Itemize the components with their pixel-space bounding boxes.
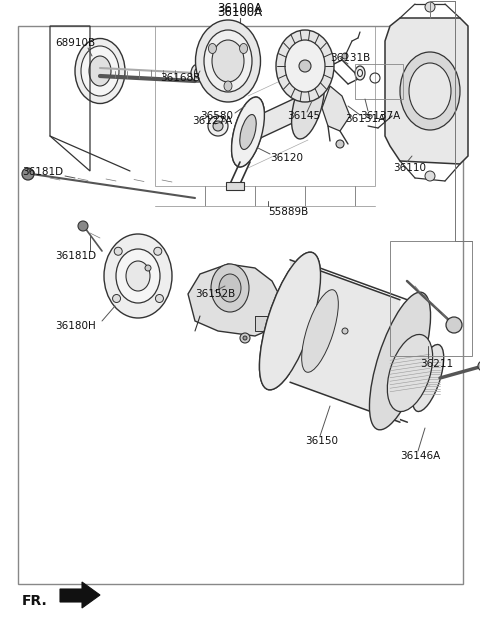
Ellipse shape — [387, 334, 432, 411]
Text: 36131B: 36131B — [330, 53, 370, 63]
Ellipse shape — [240, 43, 248, 53]
Text: 36211: 36211 — [420, 359, 453, 369]
Text: FR.: FR. — [22, 594, 48, 608]
Text: 36120: 36120 — [270, 153, 303, 163]
Ellipse shape — [240, 115, 256, 150]
Text: 36100A: 36100A — [217, 6, 263, 19]
Polygon shape — [322, 86, 350, 131]
Ellipse shape — [195, 20, 261, 102]
Text: 68910B: 68910B — [55, 38, 95, 48]
Circle shape — [145, 265, 151, 271]
Ellipse shape — [358, 69, 362, 76]
Circle shape — [425, 171, 435, 181]
Text: 36150: 36150 — [305, 436, 338, 446]
Polygon shape — [188, 264, 285, 336]
Circle shape — [336, 140, 344, 148]
Text: 36146A: 36146A — [400, 451, 440, 461]
Circle shape — [78, 221, 88, 231]
Text: 36100A: 36100A — [217, 3, 263, 16]
Ellipse shape — [260, 252, 321, 390]
Ellipse shape — [75, 39, 125, 103]
Ellipse shape — [204, 30, 252, 92]
Ellipse shape — [211, 264, 249, 312]
Polygon shape — [290, 260, 400, 422]
Ellipse shape — [260, 252, 321, 390]
Ellipse shape — [276, 30, 334, 102]
Ellipse shape — [370, 292, 431, 430]
Circle shape — [342, 53, 348, 59]
Ellipse shape — [231, 97, 264, 167]
Circle shape — [243, 336, 247, 340]
Text: 36181D: 36181D — [55, 251, 96, 261]
Circle shape — [213, 121, 223, 131]
Ellipse shape — [285, 40, 325, 92]
Ellipse shape — [409, 63, 451, 119]
Polygon shape — [60, 582, 100, 608]
Ellipse shape — [412, 344, 444, 411]
Polygon shape — [244, 91, 312, 145]
Ellipse shape — [212, 40, 244, 82]
Text: 36168B: 36168B — [160, 73, 200, 83]
Polygon shape — [385, 18, 468, 164]
Circle shape — [240, 333, 250, 343]
Circle shape — [112, 294, 120, 302]
Ellipse shape — [219, 274, 241, 302]
Ellipse shape — [126, 261, 150, 291]
Ellipse shape — [194, 68, 202, 78]
Text: 36180H: 36180H — [55, 321, 96, 331]
Text: 36181D: 36181D — [22, 167, 63, 177]
Circle shape — [114, 247, 122, 255]
Circle shape — [478, 361, 480, 371]
Circle shape — [425, 2, 435, 12]
Ellipse shape — [81, 46, 119, 96]
Bar — [18, 26, 463, 584]
Ellipse shape — [116, 249, 160, 303]
Circle shape — [154, 247, 162, 255]
Ellipse shape — [224, 81, 232, 91]
Ellipse shape — [231, 97, 264, 167]
Ellipse shape — [208, 43, 216, 53]
Text: 36110: 36110 — [393, 163, 426, 173]
Text: 36131A: 36131A — [345, 114, 385, 124]
Circle shape — [156, 294, 164, 302]
Bar — [155, 26, 375, 186]
Circle shape — [22, 168, 34, 180]
Bar — [255, 316, 280, 331]
Text: 36145: 36145 — [287, 111, 320, 121]
Ellipse shape — [191, 64, 205, 82]
Circle shape — [299, 60, 311, 72]
Text: 36127A: 36127A — [192, 116, 232, 126]
Circle shape — [446, 317, 462, 333]
Text: 36580: 36580 — [200, 111, 233, 121]
Bar — [390, 241, 472, 356]
Text: 55889B: 55889B — [268, 207, 308, 217]
Ellipse shape — [301, 290, 338, 372]
Bar — [226, 182, 244, 190]
Ellipse shape — [291, 69, 324, 139]
Circle shape — [342, 328, 348, 334]
Ellipse shape — [355, 66, 365, 80]
Ellipse shape — [400, 52, 460, 130]
Text: 36137A: 36137A — [360, 111, 400, 121]
Bar — [355, 64, 403, 99]
Circle shape — [208, 116, 228, 136]
Ellipse shape — [104, 234, 172, 318]
Text: 36152B: 36152B — [195, 289, 235, 299]
Ellipse shape — [89, 56, 111, 86]
